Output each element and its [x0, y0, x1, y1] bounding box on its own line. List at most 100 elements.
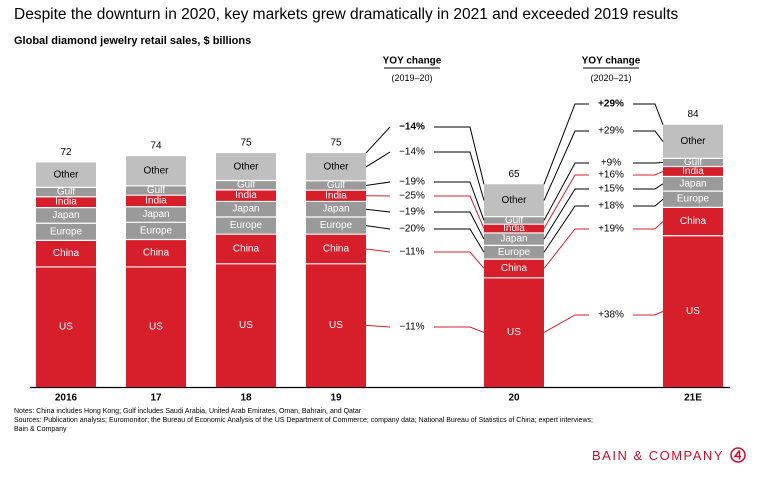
segment-label: US [686, 306, 700, 317]
bar-segment-india [663, 166, 723, 177]
segment-label: Other [233, 161, 259, 172]
bar-segment-japan [484, 232, 544, 246]
bar-segment-us [484, 277, 544, 387]
bar-total-label: 74 [150, 141, 162, 152]
segment-label: Gulf [237, 180, 256, 191]
segment-label: US [239, 320, 253, 331]
bar-total-label: 65 [508, 169, 520, 180]
x-tick-label: 21E [684, 393, 702, 404]
segment-label: Gulf [684, 157, 703, 168]
bar-segment-other [36, 162, 96, 188]
segment-label: China [323, 243, 350, 254]
bar-segment-us [216, 263, 276, 387]
yoy-connector [434, 251, 485, 269]
yoy-2020-21-total: +29% [598, 99, 624, 110]
segment-label: Japan [142, 209, 169, 220]
x-tick-label: 20 [508, 393, 520, 404]
yoy-2020-21-europe: +18% [598, 201, 624, 212]
segment-label: China [143, 248, 170, 259]
segment-label: US [149, 321, 163, 332]
bar-segment-india [36, 196, 96, 208]
yoy-2019-20-total: −14% [399, 122, 425, 133]
yoy-2019-20-japan: −19% [399, 207, 425, 218]
bar-segment-india [216, 189, 276, 202]
bar-segment-other [484, 184, 544, 217]
yoy-period-2020-21: (2020–21) [590, 73, 631, 83]
yoy-connector [434, 195, 485, 229]
yoy-2020-21-gulf: +9% [601, 158, 621, 169]
bar-segment-gulf [126, 185, 186, 196]
yoy-period-2019-20: (2019–20) [391, 73, 432, 83]
bar-total-label: 84 [687, 109, 699, 120]
footnotes: Notes: China includes Hong Kong; Gulf in… [14, 407, 714, 434]
bar-segment-india [484, 224, 544, 233]
segment-label: Gulf [147, 185, 166, 196]
yoy-connector [633, 221, 664, 230]
chart-headline: Despite the downturn in 2020, key market… [14, 6, 679, 23]
yoy-2020-21-india: +16% [598, 170, 624, 181]
bar-segment-europe [36, 223, 96, 241]
segment-label: Other [323, 161, 349, 172]
yoy-2020-21-china: +19% [598, 224, 624, 235]
bar-segment-other [306, 153, 366, 181]
segment-label: Japan [679, 178, 706, 189]
segment-label: Gulf [327, 180, 346, 191]
segment-label: Other [143, 166, 169, 177]
bar-segment-other [663, 124, 723, 159]
segment-label: China [233, 243, 260, 254]
yoy-connector [365, 225, 391, 230]
segment-label: Japan [232, 204, 259, 215]
yoy-2019-20-china: −11% [399, 247, 424, 258]
bar-segment-gulf [306, 180, 366, 191]
bar-segment-us [126, 266, 186, 387]
bar-segment-other [216, 153, 276, 181]
yoy-2020-21-other: +29% [598, 126, 624, 137]
bar-segment-europe [484, 245, 544, 260]
yoy-connector [365, 181, 391, 187]
segment-label: India [235, 190, 257, 201]
bar-segment-china [484, 259, 544, 278]
bar-segment-us [663, 235, 723, 387]
segment-label: US [507, 327, 521, 338]
x-tick-label: 17 [150, 393, 162, 404]
segment-label: Japan [322, 204, 349, 215]
chart-title: Global diamond jewelry retail sales, $ b… [14, 35, 252, 47]
segment-label: Other [53, 169, 79, 180]
footnote-sources: Sources: Publication analysis; Euromonit… [14, 417, 593, 424]
segment-label: India [325, 190, 347, 201]
segment-label: India [682, 166, 704, 177]
bar-segment-china [126, 239, 186, 267]
bar-segment-europe [126, 222, 186, 240]
segment-label: Other [501, 195, 527, 206]
bar-segment-us [36, 266, 96, 387]
yoy-2019-20-europe: −20% [399, 224, 425, 235]
yoy-connector [543, 205, 589, 253]
yoy-connector [365, 324, 391, 328]
segment-label: Europe [140, 225, 173, 236]
yoy-connector [633, 130, 664, 142]
segment-label: China [53, 248, 80, 259]
bar-segment-india [306, 190, 366, 202]
yoy-connector [633, 161, 664, 164]
yoy-connector [434, 211, 485, 240]
yoy-connector [543, 174, 589, 229]
brand-name: BAIN & COMPANY [591, 447, 724, 463]
yoy-connector [543, 162, 589, 221]
yoy-connector [543, 314, 589, 333]
yoy-header-2019-20: YOY change [383, 56, 442, 67]
bar-segment-us [306, 263, 366, 387]
segment-label: Gulf [505, 215, 524, 226]
x-tick-label: 18 [240, 393, 252, 404]
bar-segment-japan [306, 201, 366, 218]
bar-segment-china [36, 240, 96, 267]
bar-segment-japan [663, 176, 723, 192]
yoy-connector [365, 126, 391, 154]
segment-label: Europe [498, 247, 531, 258]
bar-segment-japan [126, 206, 186, 223]
bar-total-label: 72 [60, 147, 72, 158]
yoy-connector [633, 198, 664, 207]
yoy-header-2020-21: YOY change [582, 56, 641, 67]
yoy-2019-20-other: −14% [399, 147, 425, 158]
yoy-connector [365, 248, 391, 253]
segment-label: Europe [677, 194, 710, 205]
